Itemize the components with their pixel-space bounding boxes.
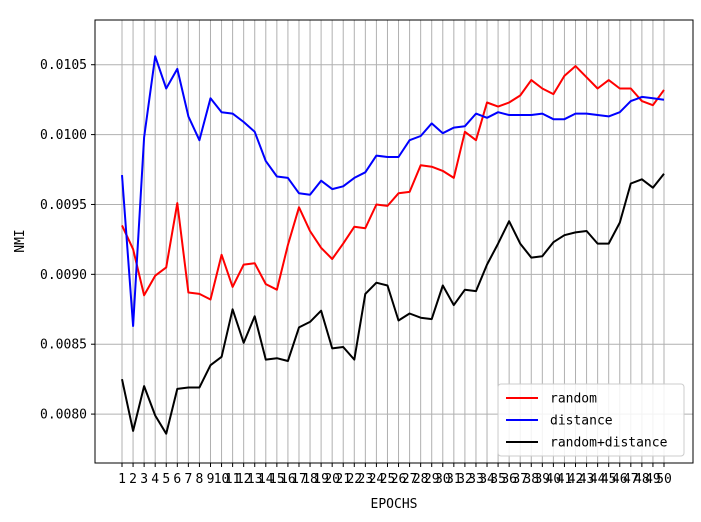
series-lines	[121, 55, 665, 435]
x-tick-label: 18	[302, 472, 318, 487]
x-axis-ticks: 1 2 3 4 5 6 7 8 9 1011121314151617181920212223242…	[118, 463, 672, 487]
x-tick-label: 43	[579, 472, 595, 487]
x-tick-label: 21	[335, 472, 351, 487]
x-tick-label: 40	[546, 472, 562, 487]
x-tick-label: 6	[173, 472, 181, 487]
plot-frame	[94, 19, 694, 464]
y-tick-label: 0.0105	[40, 58, 87, 73]
x-tick-label: 38	[523, 472, 539, 487]
x-tick-label: 41	[557, 472, 573, 487]
y-axis-ticks: 0.0080 0.0085 0.0090 0.0095 0.0100 0.0105	[40, 58, 95, 423]
x-tick-label: 30	[435, 472, 451, 487]
x-tick-label: 11	[225, 472, 241, 487]
x-tick-label: 8	[196, 472, 204, 487]
x-tick-label: 2	[129, 472, 137, 487]
x-tick-label: 3	[140, 472, 148, 487]
x-tick-label: 48	[634, 472, 650, 487]
x-tick-label: 47	[623, 472, 639, 487]
series-line-1	[121, 65, 665, 301]
x-tick-label: 25	[380, 472, 396, 487]
x-tick-label: 29	[424, 472, 440, 487]
y-tick-label: 0.0090	[40, 268, 87, 283]
x-tick-label: 17	[291, 472, 307, 487]
x-tick-label: 46	[612, 472, 628, 487]
x-tick-label: 24	[369, 472, 385, 487]
x-tick-label: 7	[184, 472, 192, 487]
x-tick-label: 33	[468, 472, 484, 487]
y-tick-label: 0.0100	[40, 128, 87, 143]
x-tick-label: 15	[269, 472, 285, 487]
x-tick-label: 26	[391, 472, 407, 487]
x-tick-label: 22	[346, 472, 362, 487]
x-axis-label: EPOCHS	[371, 497, 418, 512]
x-tick-label: 28	[413, 472, 429, 487]
x-tick-label: 32	[457, 472, 473, 487]
legend: random distance random+distance	[497, 383, 685, 457]
x-tick-label: 1	[118, 472, 126, 487]
x-tick-label: 27	[402, 472, 418, 487]
x-tick-label: 44	[590, 472, 606, 487]
x-tick-label: 12	[236, 472, 252, 487]
x-tick-label: 50	[656, 472, 672, 487]
x-tick-label: 5	[162, 472, 170, 487]
x-tick-label: 9	[207, 472, 215, 487]
y-tick-label: 0.0085	[40, 338, 87, 353]
x-tick-label: 42	[568, 472, 584, 487]
y-axis-label: NMI	[13, 229, 28, 252]
legend-label: distance	[550, 414, 613, 429]
y-tick-label: 0.0080	[40, 408, 87, 423]
x-tick-label: 16	[280, 472, 296, 487]
x-tick-label: 39	[534, 472, 550, 487]
x-tick-label: 34	[479, 472, 495, 487]
series-line-2	[121, 55, 665, 327]
legend-label: random+distance	[550, 436, 668, 451]
legend-items: random distance random+distance	[506, 392, 668, 451]
x-tick-label: 10	[214, 472, 230, 487]
legend-box	[497, 383, 685, 457]
x-tick-label: 4	[151, 472, 159, 487]
x-tick-label: 19	[313, 472, 329, 487]
x-tick-label: 37	[512, 472, 528, 487]
x-tick-label: 35	[490, 472, 506, 487]
x-tick-label: 13	[247, 472, 263, 487]
x-tick-label: 49	[645, 472, 661, 487]
x-tick-label: 14	[258, 472, 274, 487]
x-tick-label: 36	[501, 472, 517, 487]
x-tick-label: 23	[358, 472, 374, 487]
legend-label: random	[550, 392, 597, 407]
x-tick-label: 20	[324, 472, 340, 487]
y-tick-label: 0.0095	[40, 198, 87, 213]
series-line-3	[121, 173, 665, 435]
x-tick-label: 31	[446, 472, 462, 487]
x-tick-label: 45	[601, 472, 617, 487]
